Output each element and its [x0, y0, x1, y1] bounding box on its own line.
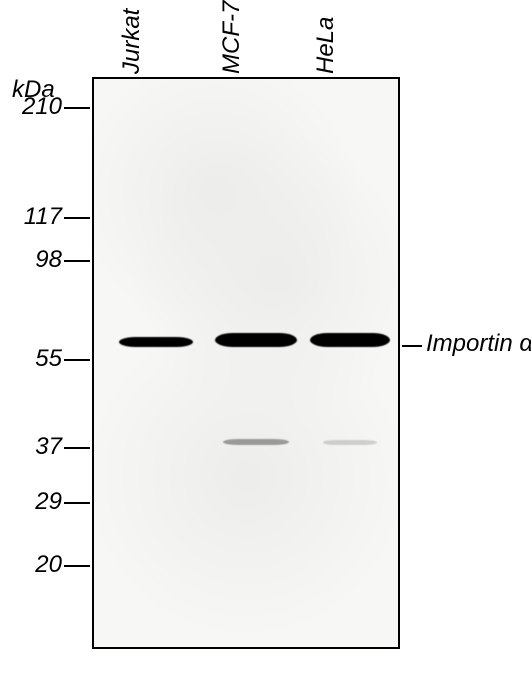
mw-tick-210 — [64, 107, 90, 109]
mw-tick-55 — [64, 359, 90, 361]
band-hela-338 — [310, 333, 390, 347]
lane-label-mcf7: MCF-7 — [218, 1, 246, 74]
mw-label-117: 117 — [24, 203, 62, 231]
mw-label-55: 55 — [35, 345, 62, 373]
mw-tick-98 — [64, 260, 90, 262]
band-mcf7-440 — [223, 439, 289, 445]
mw-label-37: 37 — [35, 433, 62, 461]
band-jurkat-340 — [119, 337, 193, 347]
mw-tick-20 — [64, 565, 90, 567]
mw-label-210: 210 — [22, 93, 62, 121]
band-hela-440 — [323, 440, 377, 445]
figure-root: kDa 2101179855372920 JurkatMCF-7HeLa Imp… — [0, 0, 531, 691]
mw-tick-117 — [64, 217, 90, 219]
target-label: Importin α2 — [426, 330, 531, 358]
mw-label-29: 29 — [35, 488, 62, 516]
target-label-greek: α — [519, 330, 531, 357]
mw-tick-37 — [64, 447, 90, 449]
mw-label-20: 20 — [35, 551, 62, 579]
target-label-prefix: Importin — [426, 330, 519, 357]
mw-label-98: 98 — [35, 246, 62, 274]
lane-label-hela: HeLa — [312, 17, 340, 74]
blot-membrane — [92, 77, 400, 649]
lane-label-jurkat: Jurkat — [118, 9, 146, 74]
mw-tick-29 — [64, 502, 90, 504]
membrane-texture — [94, 79, 398, 647]
target-tick — [402, 345, 422, 347]
band-mcf7-338 — [215, 333, 297, 347]
